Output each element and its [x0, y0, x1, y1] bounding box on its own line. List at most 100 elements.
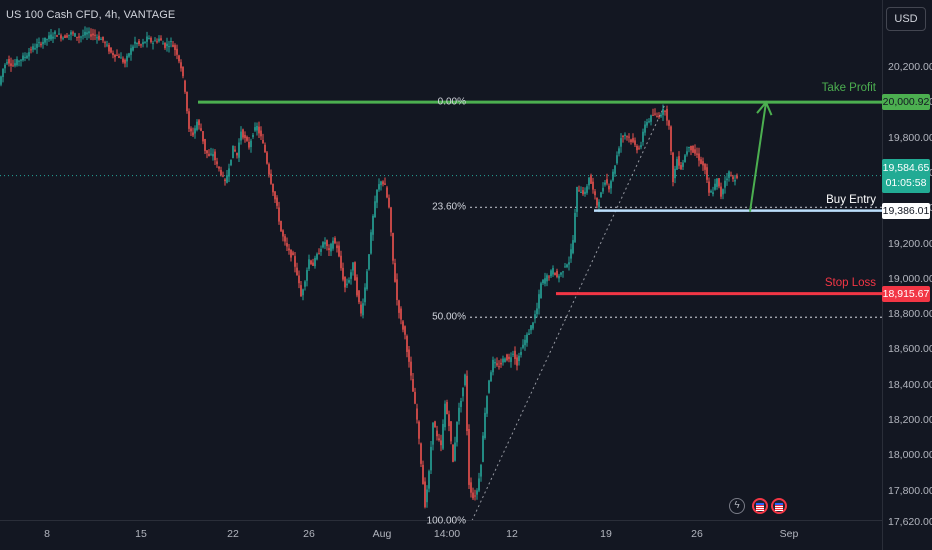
candle-body: [394, 263, 396, 282]
candle-body: [628, 136, 630, 138]
candle-body: [120, 57, 122, 59]
candle-body: [52, 36, 54, 39]
candle-body: [492, 359, 494, 373]
candle-body: [726, 178, 728, 181]
candle-body: [518, 355, 520, 362]
time-tick-label: 8: [44, 528, 50, 540]
candle-body: [702, 161, 704, 166]
candle-body: [98, 35, 100, 40]
candle-body: [248, 141, 250, 148]
candle-body: [566, 264, 568, 268]
candle-body: [208, 153, 210, 156]
candle-body: [484, 412, 486, 438]
candle-body: [30, 49, 32, 51]
candle-body: [636, 145, 638, 151]
candle-body: [44, 37, 46, 43]
candle-body: [46, 39, 48, 41]
candle-body: [24, 56, 26, 58]
candle-body: [496, 363, 498, 366]
candle-body: [64, 35, 66, 39]
candle-body: [368, 254, 370, 270]
candle-body: [50, 34, 52, 40]
plot-area[interactable]: [0, 0, 882, 520]
candle-body: [348, 280, 350, 283]
candle-body: [332, 240, 334, 249]
stop-loss-price-tag[interactable]: 18,915.67: [882, 285, 930, 302]
candle-body: [306, 270, 308, 281]
candle-body: [72, 32, 74, 34]
candle-body: [148, 38, 150, 40]
candle-body: [74, 33, 76, 37]
candle-body: [622, 135, 624, 137]
candle-body: [462, 387, 464, 397]
candle-body: [666, 108, 668, 121]
candle-body: [236, 153, 238, 156]
candle-body: [316, 253, 318, 260]
candle-body: [324, 242, 326, 245]
candle-body: [310, 260, 312, 265]
candle-body: [94, 34, 96, 36]
candle-body: [234, 149, 236, 152]
lightning-icon[interactable]: ϟ: [729, 498, 745, 514]
currency-button[interactable]: USD: [886, 7, 926, 31]
us-flag-event-icon[interactable]: [771, 498, 787, 514]
candle-body: [616, 155, 618, 164]
candle-body: [574, 212, 576, 243]
candle-body: [476, 490, 478, 495]
candle-body: [602, 187, 604, 192]
us-flag-event-icon[interactable]: [752, 498, 768, 514]
candle-body: [624, 134, 626, 136]
price-tick-label: 18,800.00: [888, 308, 932, 321]
chart-svg[interactable]: [0, 0, 882, 520]
candle-body: [614, 165, 616, 174]
fib-label-23-6: 23.60%: [432, 201, 466, 213]
candle-body: [308, 259, 310, 269]
current-price-tag[interactable]: 19,584.65 01:05:58: [882, 158, 930, 193]
fib-label-50: 50.00%: [432, 311, 466, 323]
candle-body: [534, 314, 536, 319]
candle-body: [210, 153, 212, 155]
take-profit-price-tag[interactable]: 20,000.92: [882, 94, 930, 111]
candle-body: [60, 35, 62, 39]
time-tick-label: 26: [691, 528, 703, 540]
projection-arrow-head: [756, 100, 773, 116]
candle-body: [134, 41, 136, 44]
candle-body: [346, 283, 348, 286]
candle-body: [130, 48, 132, 55]
candle-body: [684, 155, 686, 163]
candle-body: [56, 35, 58, 37]
buy-entry-price-tag[interactable]: 19,386.01: [882, 202, 930, 219]
candle-body: [58, 33, 60, 35]
candle-body: [524, 339, 526, 346]
candle-body: [454, 442, 456, 461]
candle-body: [722, 189, 724, 195]
candle-body: [32, 46, 34, 50]
candle-body: [450, 421, 452, 442]
price-tick-label: 19,800.00: [888, 131, 932, 144]
candle-body: [656, 116, 658, 118]
candle-body: [634, 140, 636, 145]
time-tick-label: 14:00: [433, 528, 461, 540]
candle-body: [378, 184, 380, 190]
candle-body: [660, 114, 662, 117]
candle-body: [682, 162, 684, 167]
candle-body: [692, 145, 694, 153]
candle-body: [428, 471, 430, 489]
candle-body: [718, 178, 720, 187]
candle-body: [562, 271, 564, 273]
candle-body: [538, 294, 540, 309]
fib-label-100: 100.00%: [426, 515, 466, 527]
symbol-title[interactable]: US 100 Cash CFD, 4h, VANTAGE: [6, 9, 176, 21]
candle-body: [400, 308, 402, 320]
candle-body: [712, 192, 714, 195]
candle-body: [488, 380, 490, 393]
candle-body: [668, 120, 670, 126]
candle-body: [96, 37, 98, 39]
candle-body: [344, 276, 346, 288]
candle-body: [678, 156, 680, 166]
candle-body: [540, 283, 542, 299]
candle-body: [664, 110, 666, 112]
candle-body: [632, 138, 634, 142]
candle-body: [512, 353, 514, 355]
candle-body: [544, 278, 546, 284]
